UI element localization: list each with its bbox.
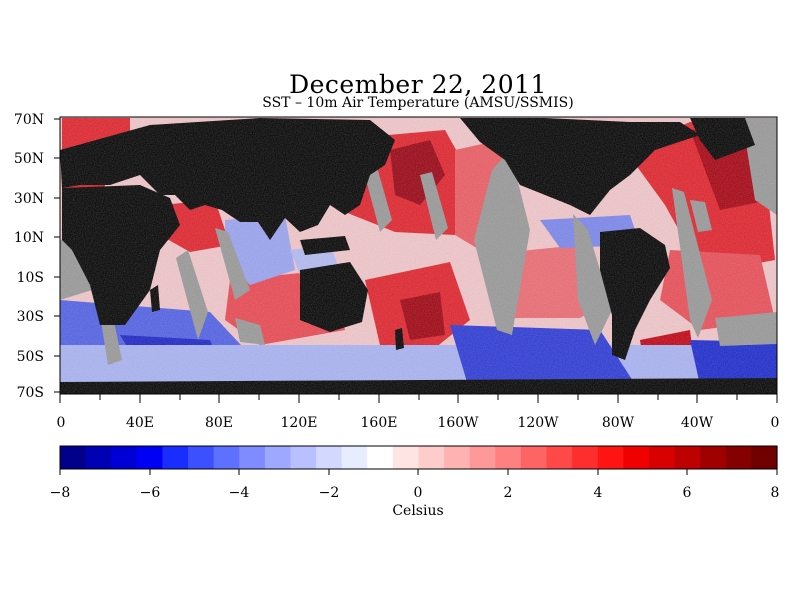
lat-label: 50S bbox=[17, 349, 44, 365]
map-title: December 22, 2011 bbox=[289, 70, 547, 99]
colorbar-swatch bbox=[751, 446, 778, 469]
colorbar-unit-label: Celsius bbox=[392, 503, 443, 519]
colorbar-swatch bbox=[444, 446, 471, 469]
lon-label: 160E bbox=[361, 415, 398, 431]
lon-label: 120W bbox=[517, 415, 559, 431]
lat-label: 70S bbox=[17, 385, 44, 401]
colorbar-swatch bbox=[469, 446, 496, 469]
colorbar-swatch bbox=[520, 446, 548, 469]
colorbar-swatch bbox=[136, 446, 164, 469]
colorbar-tick-label: 0 bbox=[414, 485, 423, 501]
lon-label: 0 bbox=[57, 415, 66, 431]
longitude-axis: 0 40E 80E 120E 160E 160W 120W 80W 40W 0 bbox=[57, 394, 780, 431]
colorbar-swatch bbox=[264, 446, 292, 469]
lat-label: 10N bbox=[14, 230, 44, 246]
lon-label: 160W bbox=[437, 415, 479, 431]
colorbar-swatch bbox=[85, 446, 112, 469]
lon-label: 40E bbox=[126, 415, 154, 431]
colorbar-tick-label: −6 bbox=[140, 485, 161, 501]
colorbar-tick-label: 2 bbox=[504, 485, 513, 501]
colorbar-tick-label: 6 bbox=[683, 485, 692, 501]
colorbar-swatch bbox=[290, 446, 317, 469]
colorbar-tick-label: −8 bbox=[50, 485, 71, 501]
colorbar-tick-label: 8 bbox=[771, 485, 780, 501]
data-noise-texture bbox=[60, 117, 777, 394]
colorbar-swatch bbox=[546, 446, 573, 469]
colorbar-swatch bbox=[418, 446, 445, 469]
colorbar-swatches bbox=[60, 446, 778, 469]
map-subtitle: SST – 10m Air Temperature (AMSU/SSMIS) bbox=[262, 95, 574, 111]
lat-label: 30S bbox=[17, 309, 44, 325]
colorbar-swatch bbox=[495, 446, 522, 469]
colorbar-tick-label: 4 bbox=[594, 485, 603, 501]
lon-label: 80W bbox=[602, 415, 635, 431]
colorbar-swatch bbox=[188, 446, 215, 469]
colorbar-swatch bbox=[162, 446, 189, 469]
lon-label: 120E bbox=[281, 415, 318, 431]
colorbar-swatch bbox=[700, 446, 727, 469]
colorbar-swatch bbox=[392, 446, 420, 469]
colorbar-swatch bbox=[623, 446, 650, 469]
colorbar: −8 −6 −4 −2 0 2 4 6 8 Celsius bbox=[50, 445, 780, 519]
lon-label: 40W bbox=[681, 415, 714, 431]
colorbar-swatch bbox=[572, 446, 599, 469]
lat-label: 10S bbox=[17, 270, 44, 286]
colorbar-swatch bbox=[648, 446, 676, 469]
colorbar-swatch bbox=[60, 446, 87, 469]
latitude-axis: 70N 50N 30N 10N 10S 30S 50S 70S bbox=[14, 112, 60, 401]
colorbar-swatch bbox=[341, 446, 368, 469]
colorbar-tick-label: −4 bbox=[229, 485, 250, 501]
colorbar-swatch bbox=[597, 446, 624, 469]
colorbar-swatch bbox=[111, 446, 138, 469]
colorbar-swatch bbox=[367, 446, 394, 469]
colorbar-tick-label: −2 bbox=[319, 485, 340, 501]
colorbar-swatch bbox=[674, 446, 701, 469]
colorbar-swatch bbox=[316, 446, 343, 469]
lon-label: 0 bbox=[771, 415, 780, 431]
colorbar-swatch bbox=[239, 446, 266, 469]
sst-anomaly-map bbox=[60, 117, 777, 394]
colorbar-swatch bbox=[725, 446, 752, 469]
colorbar-swatch bbox=[213, 446, 240, 469]
lat-label: 50N bbox=[14, 151, 44, 167]
lat-label: 30N bbox=[14, 191, 44, 207]
lat-label: 70N bbox=[14, 112, 44, 128]
lon-label: 80E bbox=[205, 415, 233, 431]
